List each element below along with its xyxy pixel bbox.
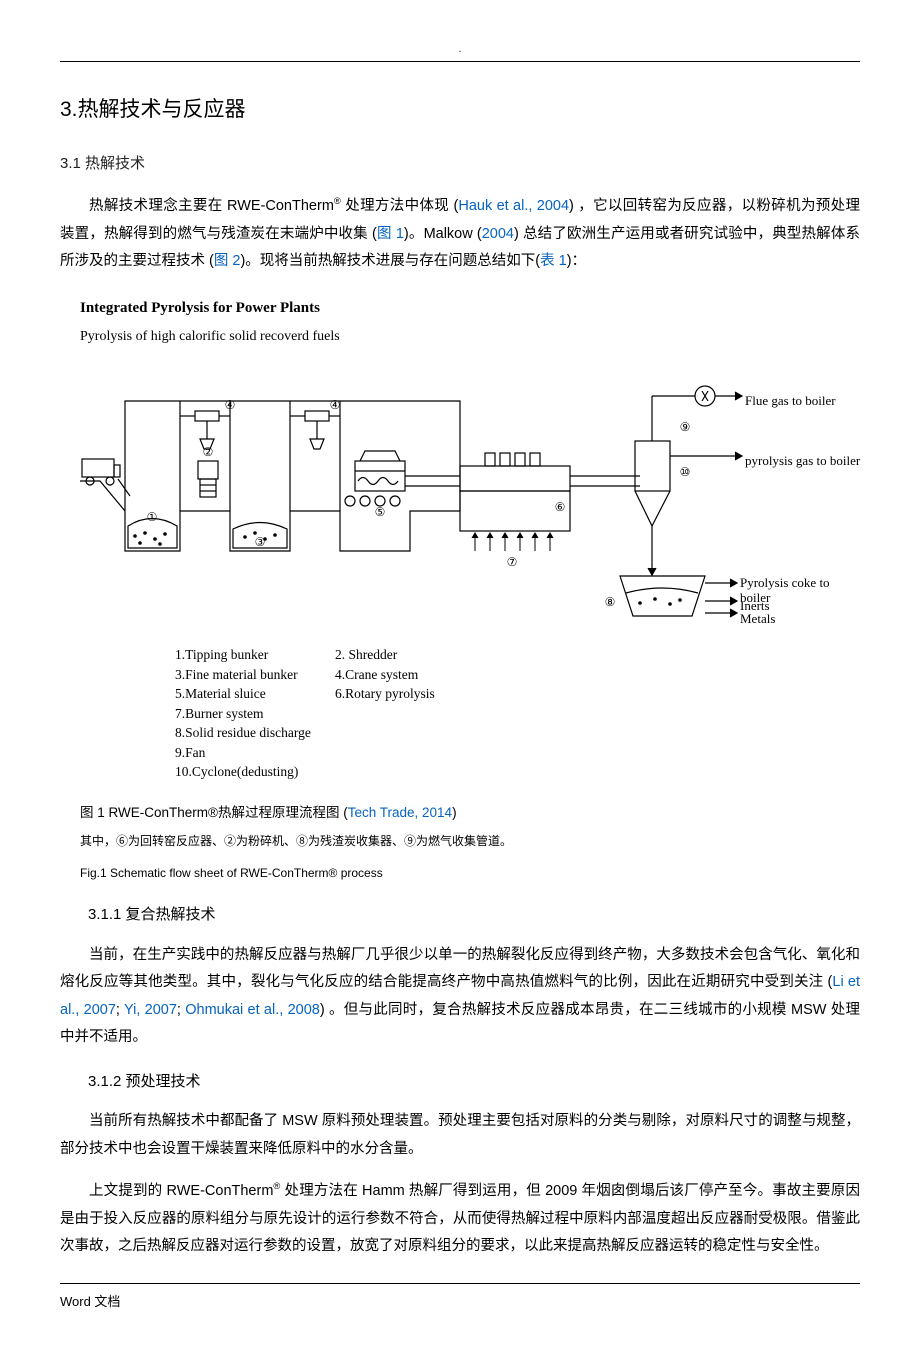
text: 热解技术理念主要在 RWE-ConTherm bbox=[89, 198, 334, 214]
section-title: 3.热解技术与反应器 bbox=[60, 90, 860, 130]
label-pyro-gas: pyrolysis gas to boiler bbox=[745, 449, 860, 474]
text: 图 1 RWE-ConTherm®热解过程原理流程图 ( bbox=[80, 805, 348, 820]
legend-7: 7.Burner system bbox=[175, 704, 335, 724]
figure-subtitle: Pyrolysis of high calorific solid recove… bbox=[80, 324, 860, 351]
legend-6: 6.Rotary pyrolysis bbox=[335, 684, 495, 704]
para-3-1-2-a: 当前所有热解技术中都配备了 MSW 原料预处理装置。预处理主要包括对原料的分类与… bbox=[60, 1108, 860, 1163]
svg-text:②: ② bbox=[203, 445, 214, 459]
subsection-3-1-2-title: 3.1.2 预处理技术 bbox=[88, 1068, 860, 1097]
footer-rule bbox=[60, 1283, 860, 1284]
para-3-1: 热解技术理念主要在 RWE-ConTherm® 处理方法中体现 (Hauk et… bbox=[60, 192, 860, 275]
figure-legend: 1.Tipping bunker2. Shredder 3.Fine mater… bbox=[175, 645, 860, 782]
ref-malkow-2004[interactable]: 2004 bbox=[482, 226, 514, 242]
legend-5: 5.Material sluice bbox=[175, 684, 335, 704]
para-3-1-1: 当前，在生产实践中的热解反应器与热解厂几乎很少以单一的热解裂化反应得到终产物，大… bbox=[60, 942, 860, 1052]
figure-title-bold: Integrated Pyrolysis for Power Plants bbox=[80, 294, 860, 323]
text: 处理方法中体现 ( bbox=[341, 198, 459, 214]
figure-caption-sub: 其中，⑥为回转窑反应器、②为粉碎机、⑧为残渣炭收集器、⑨为燃气收集管道。 bbox=[80, 830, 860, 853]
ref-yi-2007[interactable]: Yi, 2007 bbox=[124, 1002, 177, 1018]
subsection-3-1-title: 3.1 热解技术 bbox=[60, 150, 860, 179]
svg-text:⑥: ⑥ bbox=[555, 500, 566, 514]
svg-text:⑤: ⑤ bbox=[375, 505, 386, 519]
subsection-3-1-1-title: 3.1.1 复合热解技术 bbox=[88, 901, 860, 930]
legend-4: 4.Crane system bbox=[335, 665, 495, 685]
para-3-1-2-b: 上文提到的 RWE-ConTherm® 处理方法在 Hamm 热解厂得到运用，但… bbox=[60, 1177, 860, 1260]
text: ; bbox=[116, 1002, 124, 1018]
legend-9: 9.Fan bbox=[175, 743, 335, 763]
diagram-svg-container: ① ② ③ ④ ④ ⑤ ⑥ ⑦ ⑧ ⑨ ⑩ Flue gas to boiler… bbox=[80, 361, 860, 641]
svg-text:⑨: ⑨ bbox=[680, 420, 691, 434]
legend-3: 3.Fine material bunker bbox=[175, 665, 335, 685]
ref-tech-trade-2014[interactable]: Tech Trade, 2014 bbox=[348, 805, 452, 820]
legend-10: 10.Cyclone(dedusting) bbox=[175, 762, 335, 782]
svg-text:④: ④ bbox=[330, 398, 341, 412]
figure-caption-en: Fig.1 Schematic flow sheet of RWE-ConThe… bbox=[80, 862, 860, 885]
text: )。现将当前热解技术进展与存在问题总结如下( bbox=[240, 253, 540, 269]
ref-hauk-2004[interactable]: Hauk et al., 2004 bbox=[458, 198, 569, 214]
ref-table-1[interactable]: 表 1 bbox=[540, 253, 567, 269]
text: )： bbox=[567, 253, 586, 269]
legend-2: 2. Shredder bbox=[335, 645, 495, 665]
svg-text:①: ① bbox=[147, 510, 158, 524]
svg-text:⑦: ⑦ bbox=[507, 555, 518, 569]
svg-text:④: ④ bbox=[225, 398, 236, 412]
label-flue-gas: Flue gas to boiler bbox=[745, 389, 836, 414]
ref-fig-1[interactable]: 图 1 bbox=[377, 226, 404, 242]
text: 当前，在生产实践中的热解反应器与热解厂几乎很少以单一的热解裂化反应得到终产物，大… bbox=[60, 947, 860, 991]
header-dot: . bbox=[60, 40, 860, 59]
reg-mark: ® bbox=[334, 195, 341, 206]
text: )。Malkow ( bbox=[404, 226, 482, 242]
svg-text:⑧: ⑧ bbox=[605, 595, 616, 609]
legend-8: 8.Solid residue discharge bbox=[175, 723, 335, 743]
text: ; bbox=[177, 1002, 185, 1018]
ref-ohmukai-2008[interactable]: Ohmukai et al., 2008 bbox=[185, 1002, 320, 1018]
svg-text:③: ③ bbox=[255, 535, 266, 549]
header-rule bbox=[60, 61, 860, 62]
figure-caption-cn: 图 1 RWE-ConTherm®热解过程原理流程图 (Tech Trade, … bbox=[80, 800, 860, 826]
legend-1: 1.Tipping bunker bbox=[175, 645, 335, 665]
ref-fig-2[interactable]: 图 2 bbox=[214, 253, 241, 269]
figure-1: Integrated Pyrolysis for Power Plants Py… bbox=[80, 294, 860, 885]
svg-text:⑩: ⑩ bbox=[680, 465, 691, 479]
footer-text: Word 文档 bbox=[60, 1290, 860, 1315]
text: ) bbox=[452, 805, 457, 820]
text: 上文提到的 RWE-ConTherm bbox=[89, 1183, 273, 1199]
label-metals: Metals bbox=[740, 607, 775, 632]
